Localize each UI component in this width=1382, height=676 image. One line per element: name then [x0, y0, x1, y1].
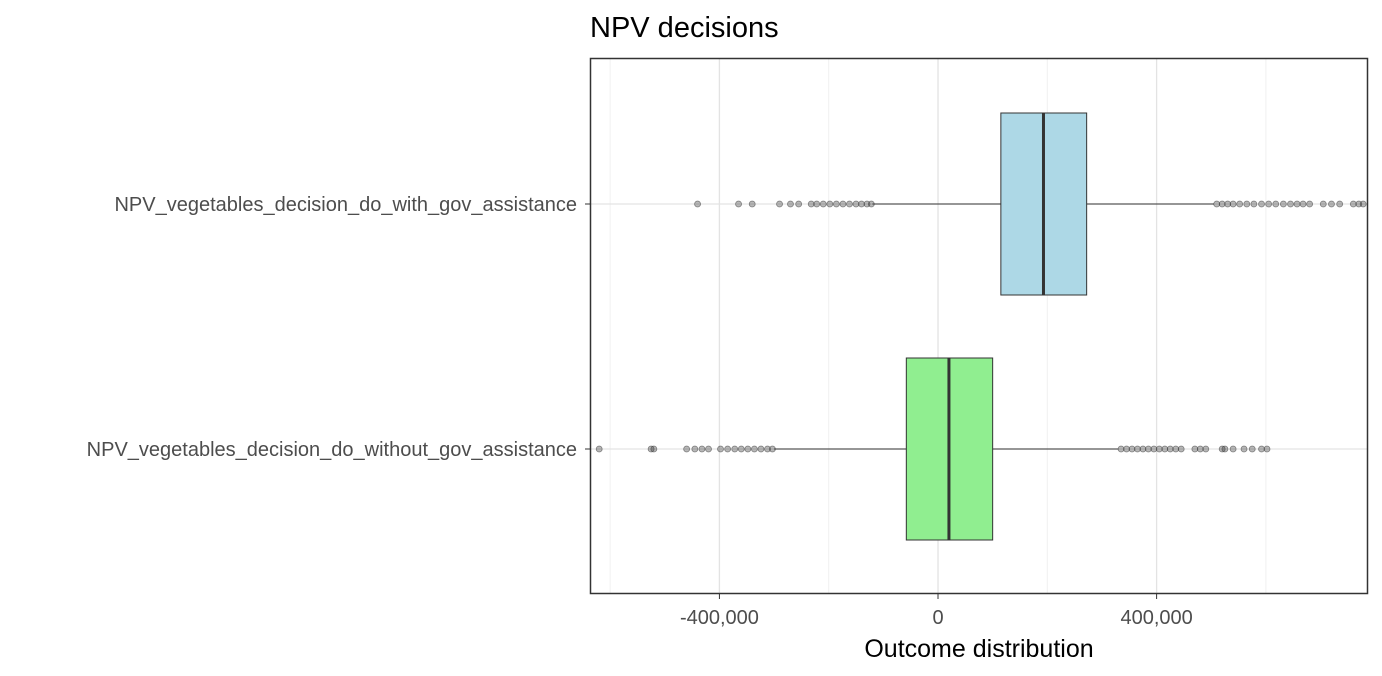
outlier-point: [1293, 200, 1301, 208]
outlier-point: [1328, 200, 1335, 208]
x-tick-label: 0: [932, 607, 943, 629]
outlier-point: [1150, 445, 1158, 453]
chart-title: NPV decisions: [590, 12, 779, 44]
axis-layer: NPV_vegetables_decision_do_with_gov_assi…: [87, 194, 1193, 629]
outlier-point: [1263, 445, 1271, 453]
outlier-point: [839, 200, 847, 208]
outlier-point: [1166, 445, 1174, 453]
outlier-point: [1349, 200, 1357, 208]
outlier-point: [1202, 445, 1210, 453]
outlier-point: [832, 200, 840, 208]
outlier-point: [826, 200, 834, 208]
outlier-point: [724, 445, 732, 453]
outlier-point: [691, 445, 699, 453]
x-axis-title: Outcome distribution: [864, 635, 1093, 663]
outlier-point: [764, 445, 771, 453]
outlier-point: [735, 200, 742, 208]
x-tick-label: 400,000: [1120, 607, 1192, 629]
outlier-point: [1155, 445, 1163, 453]
outlier-point: [1272, 200, 1280, 208]
outlier-point: [1117, 445, 1125, 453]
outlier-point: [1139, 445, 1147, 453]
outlier-point: [1224, 200, 1232, 208]
outlier-point: [683, 445, 691, 453]
outlier-point: [1359, 200, 1367, 208]
outlier-point: [717, 445, 724, 453]
plot-panel-border: [589, 57, 1369, 595]
outlier-point: [1319, 200, 1327, 208]
outlier-point: [1336, 200, 1344, 208]
outlier-point: [705, 445, 712, 453]
outlier-point: [731, 445, 739, 453]
outlier-point: [1145, 445, 1152, 453]
outlier-point: [867, 200, 875, 208]
box-group: [694, 112, 1367, 296]
y-tick-label: NPV_vegetables_decision_do_with_gov_assi…: [114, 194, 577, 216]
outlier-point: [1240, 445, 1248, 453]
outlier-point: [787, 200, 794, 208]
outlier-point: [1258, 200, 1265, 208]
outlier-point: [595, 445, 603, 453]
outlier-point: [1306, 200, 1314, 208]
outlier-point: [807, 200, 815, 208]
box-layer: [595, 112, 1367, 541]
outlier-point: [813, 200, 821, 208]
outlier-point: [1161, 445, 1169, 453]
outlier-point: [1172, 445, 1180, 453]
outlier-point: [1213, 200, 1221, 208]
outlier-point: [698, 445, 706, 453]
outlier-point: [1196, 445, 1204, 453]
outlier-point: [1258, 445, 1265, 453]
y-tick-label: NPV_vegetables_decision_do_without_gov_a…: [87, 439, 577, 461]
outlier-point: [1229, 200, 1237, 208]
outlier-point: [852, 200, 860, 208]
outlier-point: [1287, 200, 1294, 208]
outlier-point: [1128, 445, 1136, 453]
box-group: [595, 357, 1271, 541]
outlier-point: [1134, 445, 1141, 453]
outlier-point: [1265, 200, 1273, 208]
outlier-point: [757, 445, 765, 453]
outlier-point: [694, 200, 701, 208]
outlier-point: [650, 445, 658, 453]
outlier-point: [1299, 200, 1307, 208]
outlier-point: [750, 445, 758, 453]
outlier-point: [1218, 200, 1226, 208]
outlier-point: [1279, 200, 1287, 208]
outlier-point: [776, 200, 783, 208]
outlier-point: [1243, 200, 1251, 208]
outlier-point: [846, 200, 853, 208]
outlier-point: [737, 445, 745, 453]
outlier-point: [748, 200, 756, 208]
outlier-point: [1191, 445, 1199, 453]
outlier-point: [1221, 445, 1229, 453]
outlier-point: [858, 200, 865, 208]
outlier-point: [1229, 445, 1237, 453]
x-tick-label: -400,000: [680, 607, 759, 629]
outlier-point: [744, 445, 752, 453]
outlier-point: [1123, 445, 1130, 453]
outlier-point: [1236, 200, 1244, 208]
outlier-point: [1248, 445, 1256, 453]
outlier-point: [769, 445, 776, 453]
outlier-point: [1177, 445, 1185, 453]
outlier-point: [1250, 200, 1258, 208]
outlier-point: [819, 200, 827, 208]
outlier-point: [795, 200, 803, 208]
